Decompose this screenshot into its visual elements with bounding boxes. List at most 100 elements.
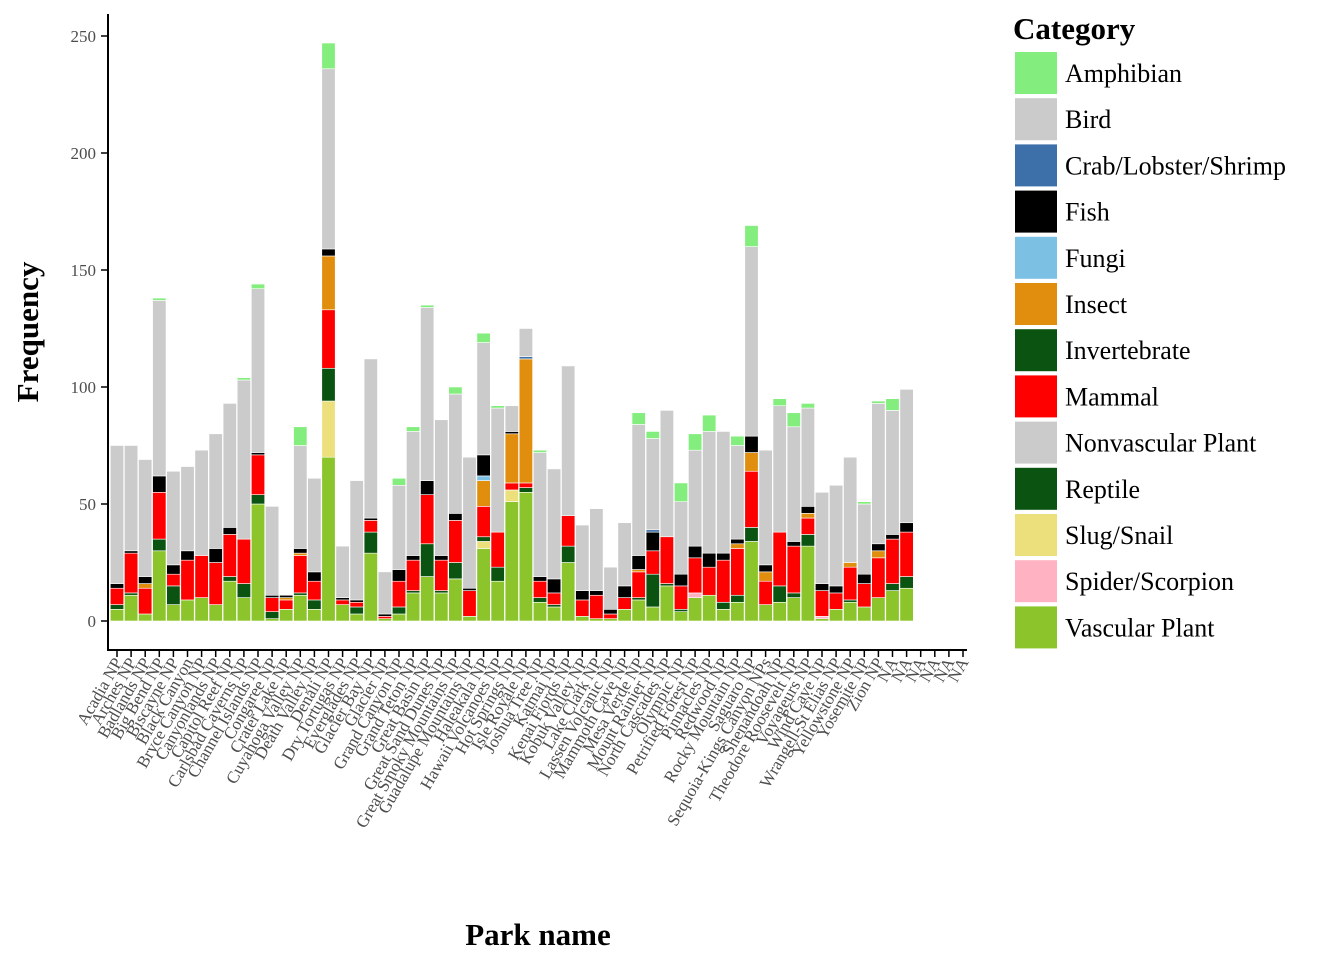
legend-swatch xyxy=(1015,52,1057,94)
bar-segment xyxy=(208,562,223,605)
bar-segment xyxy=(645,606,660,622)
bar-segment xyxy=(251,494,266,505)
legend-label: Vascular Plant xyxy=(1065,613,1215,642)
bar-segment xyxy=(321,42,336,70)
bar-segment xyxy=(589,594,604,619)
bar-stack xyxy=(391,477,406,622)
bar-segment xyxy=(251,283,266,290)
bar-segment xyxy=(321,456,336,622)
bar-segment xyxy=(307,571,322,582)
bar-segment xyxy=(321,400,336,458)
bar-stack xyxy=(138,459,153,622)
bar-segment xyxy=(180,466,195,552)
bar-segment xyxy=(716,552,731,561)
bar-segment xyxy=(631,571,646,598)
bar-segment xyxy=(603,613,618,619)
bar-segment xyxy=(406,559,421,591)
legend-label: Amphibian xyxy=(1065,59,1182,88)
bar-segment xyxy=(800,545,815,622)
bar-segment xyxy=(688,557,703,594)
bar-stack xyxy=(448,386,463,622)
bar-stack xyxy=(504,405,519,622)
bar-segment xyxy=(420,304,435,308)
bar-stack xyxy=(166,470,181,622)
legend-swatch xyxy=(1015,190,1057,233)
bar-segment xyxy=(462,616,477,622)
bar-segment xyxy=(180,550,195,561)
bar-segment xyxy=(631,424,646,556)
bar-stack xyxy=(589,508,604,622)
bar-segment xyxy=(702,552,717,568)
bar-segment xyxy=(730,435,745,446)
bar-stack xyxy=(152,297,167,622)
bar-segment xyxy=(138,459,153,577)
bar-stack xyxy=(688,433,703,622)
bar-segment xyxy=(166,573,181,587)
bar-segment xyxy=(659,585,674,622)
bar-segment xyxy=(251,503,266,622)
bar-segment xyxy=(800,403,815,409)
legend-swatch xyxy=(1015,560,1057,603)
bar-segment xyxy=(829,585,844,594)
bar-segment xyxy=(251,454,266,495)
bar-segment xyxy=(885,398,900,411)
bar-segment xyxy=(631,412,646,425)
bar-stack xyxy=(857,501,872,622)
bar-segment xyxy=(758,580,773,605)
bar-segment xyxy=(843,566,858,601)
bar-segment xyxy=(730,445,745,540)
bar-stack xyxy=(702,414,717,622)
bar-segment xyxy=(730,548,745,596)
bar-segment xyxy=(857,573,872,584)
bar-stack xyxy=(575,524,590,622)
bar-segment xyxy=(321,255,336,311)
bar-segment xyxy=(293,552,308,556)
bar-segment xyxy=(899,587,914,622)
bar-segment xyxy=(772,601,787,622)
bar-segment xyxy=(194,555,209,598)
bar-segment xyxy=(251,288,266,453)
bar-segment xyxy=(758,571,773,582)
bar-segment xyxy=(180,599,195,622)
bar-segment xyxy=(476,541,491,549)
bar-stack xyxy=(251,283,266,622)
bar-segment xyxy=(617,585,632,598)
bar-segment xyxy=(293,548,308,554)
bar-stack xyxy=(744,225,759,622)
bar-segment xyxy=(462,456,477,589)
bar-segment xyxy=(448,386,463,395)
bar-segment xyxy=(547,468,562,580)
bar-segment xyxy=(490,531,505,568)
bar-segment xyxy=(786,545,801,594)
bar-segment xyxy=(222,576,237,582)
bar-segment xyxy=(814,583,829,591)
bar-stack xyxy=(758,449,773,622)
bar-segment xyxy=(293,445,308,549)
bar-stack xyxy=(800,403,815,622)
bar-stack xyxy=(547,468,562,622)
bar-segment xyxy=(279,597,294,601)
bar-segment xyxy=(800,506,815,514)
bar-segment xyxy=(293,426,308,446)
bar-segment xyxy=(152,300,167,477)
bar-segment xyxy=(490,566,505,582)
bar-segment xyxy=(420,576,435,622)
bar-segment xyxy=(800,517,815,535)
bar-segment xyxy=(321,367,336,402)
bar-segment xyxy=(335,599,350,605)
legend-label: Crab/Lobster/Shrimp xyxy=(1065,151,1286,180)
bar-stack xyxy=(899,389,914,622)
bar-segment xyxy=(561,562,576,622)
legend-title: Category xyxy=(1013,11,1136,46)
bar-stack xyxy=(194,449,209,622)
bar-segment xyxy=(843,601,858,622)
bar-segment xyxy=(406,592,421,622)
legend-swatch xyxy=(1015,375,1057,418)
bar-stack xyxy=(603,566,618,622)
bar-segment xyxy=(603,618,618,622)
bar-segment xyxy=(293,594,308,622)
legend-swatch xyxy=(1015,514,1057,556)
bar-segment xyxy=(589,508,604,591)
bar-segment xyxy=(871,400,886,404)
bar-segment xyxy=(236,538,251,584)
